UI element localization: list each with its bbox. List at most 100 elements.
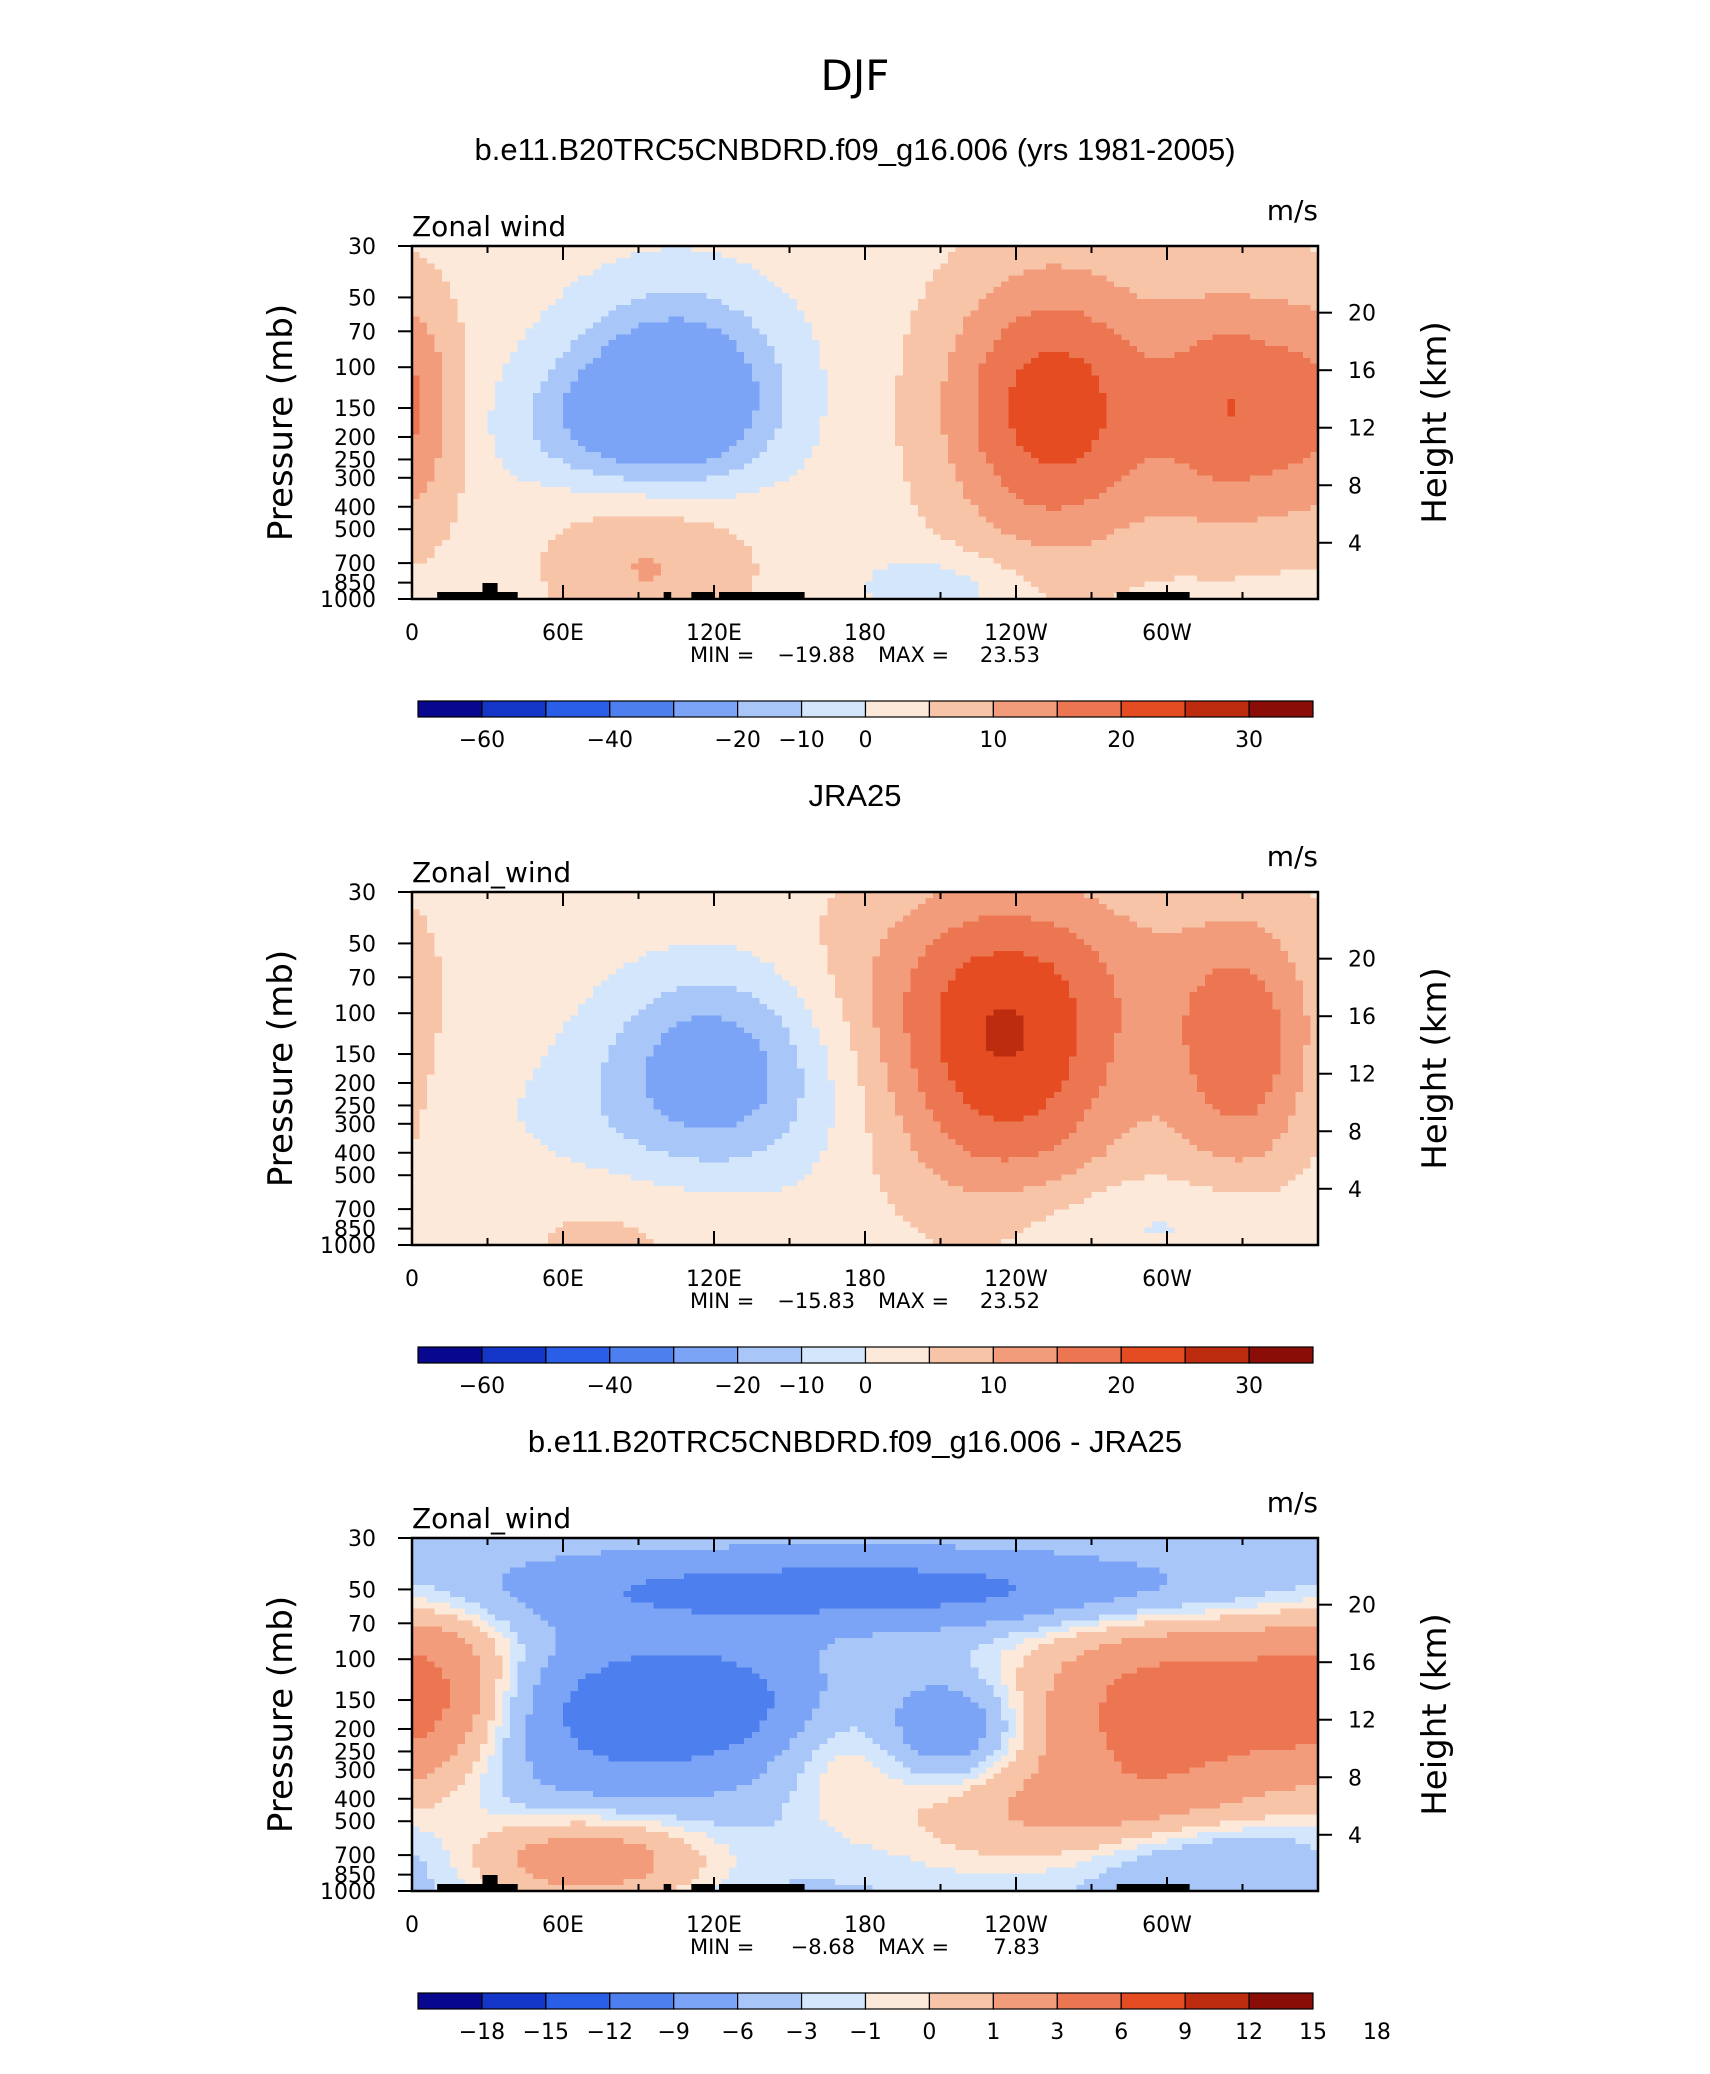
contour-cell bbox=[578, 351, 587, 359]
contour-cell bbox=[1136, 398, 1145, 406]
contour-cell bbox=[608, 281, 617, 288]
contour-cell bbox=[902, 287, 911, 294]
contour-cell bbox=[608, 375, 617, 382]
contour-cell bbox=[502, 269, 511, 277]
contour-cell bbox=[797, 287, 806, 294]
contour-cell bbox=[623, 263, 632, 271]
contour-cell bbox=[1136, 263, 1145, 271]
contour-cell bbox=[457, 369, 466, 377]
contour-cell bbox=[1174, 369, 1183, 377]
contour-cell bbox=[1038, 346, 1047, 353]
contour-cell bbox=[1016, 457, 1025, 465]
contour-cell bbox=[1129, 322, 1138, 329]
contour-cell bbox=[1257, 463, 1266, 471]
contour-cell bbox=[502, 251, 511, 259]
contour-cell bbox=[698, 328, 708, 335]
contour-cell bbox=[615, 269, 624, 277]
contour-cell bbox=[932, 393, 942, 400]
contour-cell bbox=[812, 451, 821, 459]
contour-cell bbox=[1068, 375, 1077, 382]
contour-cell bbox=[427, 287, 436, 294]
contour-cell bbox=[517, 334, 526, 341]
contour-cell bbox=[1197, 481, 1206, 488]
contour-cell bbox=[464, 440, 473, 447]
contour-cell bbox=[449, 293, 458, 300]
contour-cell bbox=[880, 246, 889, 253]
contour-cell bbox=[1083, 434, 1093, 441]
contour-cell bbox=[479, 357, 489, 365]
contour-cell bbox=[479, 287, 489, 294]
contour-cell bbox=[630, 287, 640, 294]
contour-cell bbox=[970, 298, 979, 306]
contour-cell bbox=[963, 351, 972, 359]
contour-cell bbox=[1114, 269, 1123, 277]
contour-cell bbox=[464, 363, 473, 371]
contour-cell bbox=[412, 446, 421, 453]
contour-cell bbox=[419, 310, 428, 318]
contour-cell bbox=[1091, 451, 1100, 459]
contour-cell bbox=[797, 310, 806, 318]
contour-cell bbox=[464, 298, 473, 306]
contour-cell bbox=[661, 298, 670, 306]
contour-cell bbox=[781, 387, 791, 394]
contour-cell bbox=[1091, 446, 1100, 453]
contour-cell bbox=[517, 298, 526, 306]
contour-cell bbox=[1046, 463, 1055, 471]
contour-cell bbox=[1227, 381, 1236, 388]
contour-cell bbox=[593, 475, 602, 482]
contour-cell bbox=[1136, 457, 1145, 465]
contour-cell bbox=[540, 340, 549, 347]
contour-cell bbox=[585, 393, 594, 400]
contour-cell bbox=[1287, 316, 1296, 324]
contour-cell bbox=[540, 322, 549, 329]
contour-cell bbox=[985, 304, 994, 312]
contour-cell bbox=[714, 298, 723, 306]
contour-cell bbox=[540, 440, 549, 447]
contour-cell bbox=[1167, 446, 1176, 453]
contour-cell bbox=[1287, 304, 1296, 312]
contour-cell bbox=[744, 416, 753, 424]
contour-cell bbox=[1287, 346, 1296, 353]
contour-cell bbox=[706, 351, 715, 359]
contour-cell bbox=[608, 246, 617, 253]
contour-cell bbox=[600, 416, 609, 424]
contour-cell bbox=[532, 346, 541, 353]
contour-cell bbox=[653, 487, 662, 494]
contour-cell bbox=[1061, 434, 1070, 441]
contour-cell bbox=[729, 322, 738, 329]
contour-cell bbox=[714, 363, 723, 371]
contour-cell bbox=[955, 404, 964, 412]
contour-cell bbox=[797, 316, 806, 324]
contour-cell bbox=[940, 263, 949, 271]
contour-cell bbox=[1174, 422, 1183, 429]
contour-cell bbox=[706, 434, 715, 441]
contour-cell bbox=[691, 363, 700, 371]
contour-cell bbox=[1076, 387, 1085, 394]
contour-cell bbox=[517, 281, 526, 288]
contour-cell bbox=[759, 475, 768, 482]
contour-cell bbox=[698, 298, 708, 306]
contour-cell bbox=[865, 281, 874, 288]
contour-cell bbox=[464, 310, 473, 318]
contour-cell bbox=[585, 463, 594, 471]
contour-cell bbox=[623, 340, 632, 347]
contour-cell bbox=[464, 410, 473, 418]
contour-cell bbox=[910, 281, 919, 288]
contour-cell bbox=[857, 428, 866, 435]
contour-cell bbox=[540, 398, 549, 406]
contour-cell bbox=[1189, 281, 1198, 288]
contour-cell bbox=[827, 304, 836, 312]
contour-cell bbox=[646, 351, 655, 359]
contour-cell bbox=[789, 440, 798, 447]
contour-cell bbox=[1189, 334, 1198, 341]
contour-cell bbox=[563, 393, 572, 400]
contour-cell bbox=[600, 269, 609, 277]
contour-cell bbox=[1121, 287, 1130, 294]
contour-cell bbox=[970, 422, 979, 429]
contour-cell bbox=[1234, 293, 1244, 300]
contour-cell bbox=[585, 410, 594, 418]
contour-cell bbox=[1287, 428, 1296, 435]
contour-cell bbox=[1046, 310, 1055, 318]
contour-cell bbox=[759, 269, 768, 277]
contour-cell bbox=[819, 446, 828, 453]
